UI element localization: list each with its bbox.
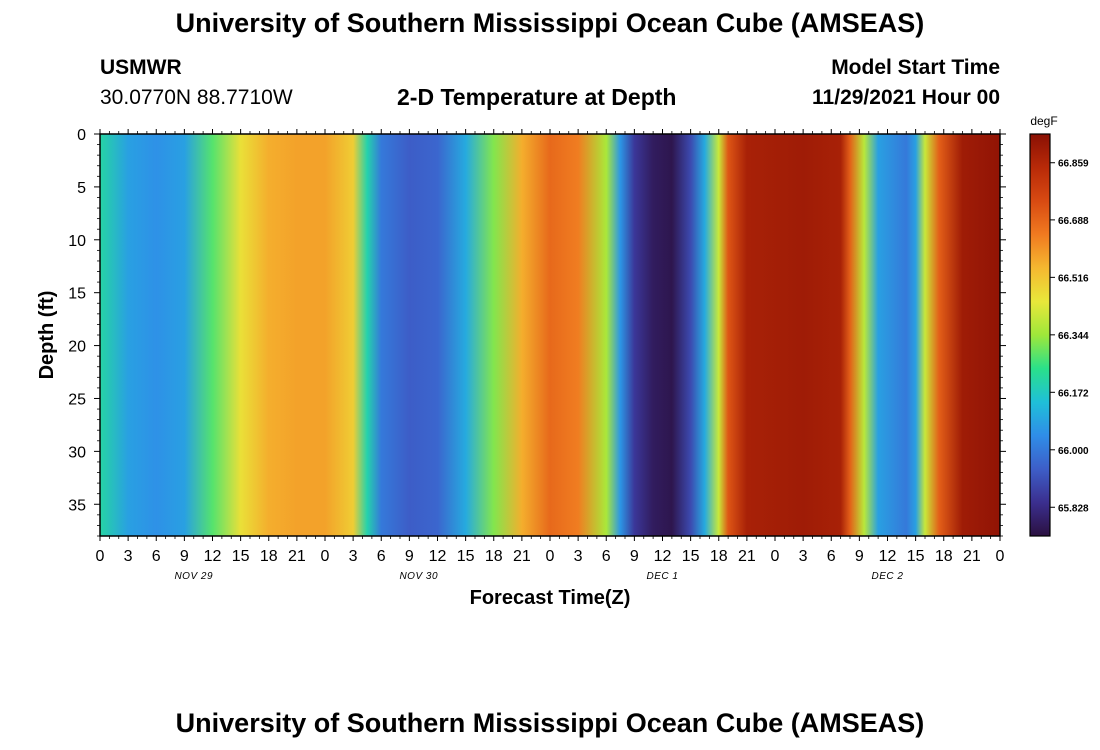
- x-tick-label: 3: [799, 548, 808, 565]
- x-tick-label: 21: [288, 548, 306, 565]
- x-tick-label: 9: [405, 548, 414, 565]
- chart-subtitle: 2-D Temperature at Depth: [397, 84, 677, 110]
- x-tick-label: 18: [260, 548, 278, 565]
- colorbar-tick-label: 66.859: [1058, 159, 1089, 170]
- x-tick-label: 15: [457, 548, 475, 565]
- x-tick-label: 6: [602, 548, 611, 565]
- colorbar: degF 66.859 66.688 66.516 66.344 66.172 66.000…: [1029, 114, 1089, 537]
- x-tick-label: 12: [654, 548, 672, 565]
- x-tick-label: 0: [771, 548, 780, 565]
- x-tick-label: 21: [963, 548, 981, 565]
- x-tick-label: 6: [152, 548, 161, 565]
- y-tick-label: 20: [68, 339, 86, 356]
- x-tick-label: 6: [377, 548, 386, 565]
- x-tick-label: 15: [907, 548, 925, 565]
- x-tick-label: 12: [429, 548, 447, 565]
- x-tick-label: 21: [738, 548, 756, 565]
- x-tick-label: 18: [710, 548, 728, 565]
- temperature-depth-chart: 0 3 6 9 12 15 18 21 0 3 6 9 12 15 18 21 0 3 6 9 12 15 18 21 0 3 6 9…: [36, 114, 1089, 609]
- x-tick-label: 12: [879, 548, 897, 565]
- x-tick-label: 15: [232, 548, 250, 565]
- x-tick-label: 9: [630, 548, 639, 565]
- colorbar-gradient: [1029, 133, 1051, 537]
- x-tick-label: 3: [124, 548, 133, 565]
- y-tick-label: 30: [68, 444, 86, 461]
- y-tick-label: 0: [77, 127, 86, 144]
- heatmap-field: [100, 134, 1000, 536]
- y-tick-label: 15: [68, 286, 86, 303]
- x-date-label: NOV 30: [399, 571, 438, 582]
- colorbar-tick-label: 66.516: [1058, 273, 1089, 284]
- footer-title: University of Southern Mississippi Ocean…: [175, 708, 925, 738]
- axes: 0 3 6 9 12 15 18 21 0 3 6 9 12 15 18 21 0 3 6 9 12 15 18 21 0 3 6 9…: [36, 127, 1006, 609]
- x-tick-label: 18: [485, 548, 503, 565]
- colorbar-unit: degF: [1030, 114, 1057, 128]
- colorbar-tick-label: 66.000: [1058, 446, 1089, 457]
- model-start-label: Model Start Time: [831, 56, 1000, 79]
- colorbar-tick-label: 66.172: [1058, 388, 1089, 399]
- x-tick-label: 0: [996, 548, 1005, 565]
- station-id: USMWR: [100, 56, 182, 79]
- colorbar-tick-label: 65.828: [1058, 503, 1089, 514]
- station-coordinates: 30.0770N 88.7710W: [100, 86, 293, 109]
- x-tick-label: 12: [204, 548, 222, 565]
- x-tick-label: 0: [96, 548, 105, 565]
- y-tick-label: 35: [68, 497, 86, 514]
- x-tick-label: 9: [855, 548, 864, 565]
- x-tick-label: 18: [935, 548, 953, 565]
- x-tick-label: 15: [682, 548, 700, 565]
- model-start-value: 11/29/2021 Hour 00: [812, 86, 1000, 109]
- y-tick-label: 10: [68, 233, 86, 250]
- y-tick-label: 5: [77, 180, 86, 197]
- x-date-label: DEC 1: [647, 571, 679, 582]
- chart-title: University of Southern Mississippi Ocean…: [175, 8, 925, 38]
- x-tick-label: 3: [349, 548, 358, 565]
- x-axis-label: Forecast Time(Z): [470, 587, 631, 609]
- x-tick-label: 6: [827, 548, 836, 565]
- x-tick-label: 9: [180, 548, 189, 565]
- colorbar-tick-label: 66.344: [1058, 331, 1089, 342]
- y-tick-label: 25: [68, 391, 86, 408]
- x-tick-label: 3: [574, 548, 583, 565]
- heatmap-area: [100, 134, 1000, 536]
- y-axis-label: Depth (ft): [36, 291, 58, 380]
- x-date-label: NOV 29: [174, 571, 213, 582]
- x-date-label: DEC 2: [872, 571, 904, 582]
- colorbar-tick-label: 66.688: [1058, 216, 1089, 227]
- x-tick-label: 0: [321, 548, 330, 565]
- x-tick-label: 0: [546, 548, 555, 565]
- x-tick-label: 21: [513, 548, 531, 565]
